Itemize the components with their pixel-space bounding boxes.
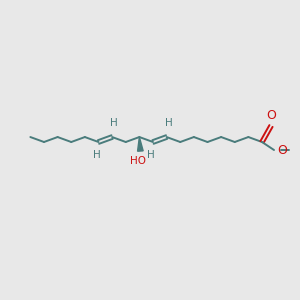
Text: H: H	[165, 118, 172, 128]
Text: H: H	[147, 150, 155, 160]
Text: H: H	[110, 118, 118, 128]
Polygon shape	[138, 137, 143, 151]
Text: O: O	[267, 109, 276, 122]
Text: HO: HO	[130, 155, 146, 166]
Text: O: O	[277, 144, 287, 157]
Text: H: H	[93, 150, 101, 160]
